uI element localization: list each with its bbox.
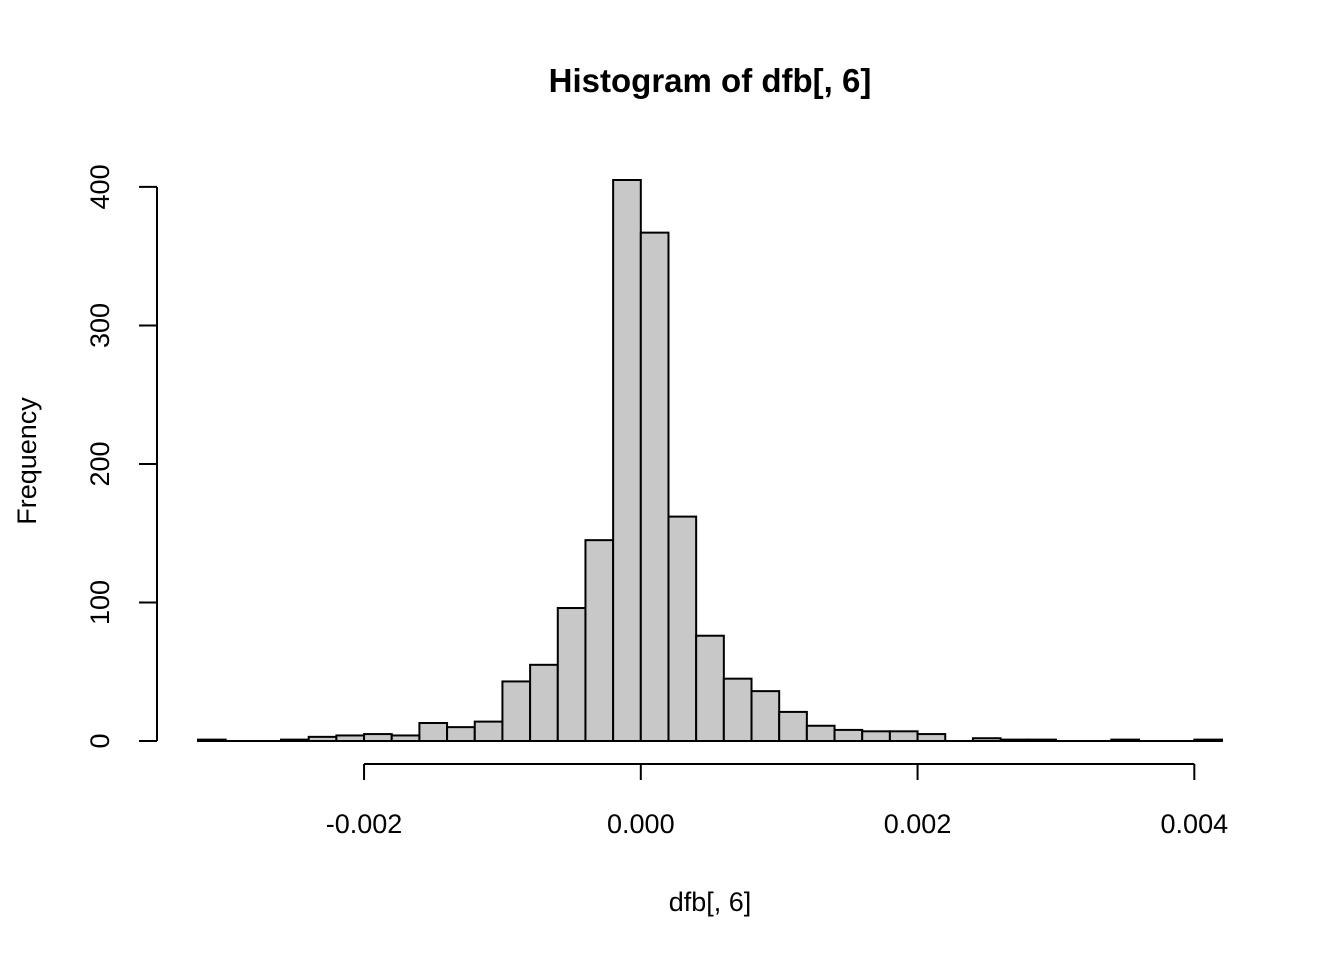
chart-title: Histogram of dfb[, 6] — [549, 62, 872, 99]
y-tick-label: 400 — [85, 164, 115, 209]
y-tick-label: 100 — [85, 580, 115, 625]
x-tick-label: -0.002 — [326, 809, 403, 839]
histogram-bar — [418, 721, 449, 743]
histogram-bar — [363, 733, 393, 743]
histogram-bar — [1027, 738, 1057, 742]
y-tick-label: 0 — [85, 733, 115, 748]
x-axis: -0.002 0.000 0.002 0.004 — [326, 763, 1229, 839]
histogram-bar — [584, 539, 615, 742]
histogram-bar — [861, 730, 891, 743]
histogram-bar — [612, 179, 642, 742]
histogram-bar — [556, 607, 587, 742]
histogram-bar — [833, 728, 864, 742]
histogram-bar — [1110, 738, 1140, 742]
histogram-bar — [999, 738, 1030, 742]
y-axis-label: Frequency — [12, 397, 42, 525]
bars-group — [197, 179, 1224, 743]
histogram-bar — [280, 738, 310, 742]
histogram-bar — [390, 734, 421, 743]
histogram-bar — [667, 515, 698, 742]
y-tick-label: 200 — [85, 441, 115, 486]
histogram-bar — [501, 680, 532, 742]
histogram-bar — [1193, 738, 1224, 742]
x-axis-label: dfb[, 6] — [669, 887, 752, 917]
histogram-bar — [335, 734, 366, 743]
histogram-bar — [916, 733, 947, 743]
histogram-bar — [805, 724, 836, 742]
histogram-bar — [750, 690, 781, 743]
histogram-bar — [307, 735, 338, 742]
x-tick-label: 0.000 — [607, 809, 675, 839]
histogram-bar — [639, 231, 670, 743]
histogram-bar — [778, 710, 808, 743]
histogram-bar — [529, 663, 559, 743]
histogram-bar — [888, 730, 919, 743]
histogram-bar — [197, 738, 227, 742]
y-axis: 0 100 200 300 400 — [85, 164, 158, 749]
histogram-bar — [695, 634, 725, 743]
histogram-bar — [446, 726, 476, 742]
histogram-bar — [971, 737, 1002, 742]
y-tick-label: 300 — [85, 303, 115, 348]
histogram-bar — [473, 720, 504, 743]
x-tick-label: 0.002 — [884, 809, 952, 839]
histogram-bar — [722, 677, 753, 743]
x-tick-label: 0.004 — [1161, 809, 1229, 839]
